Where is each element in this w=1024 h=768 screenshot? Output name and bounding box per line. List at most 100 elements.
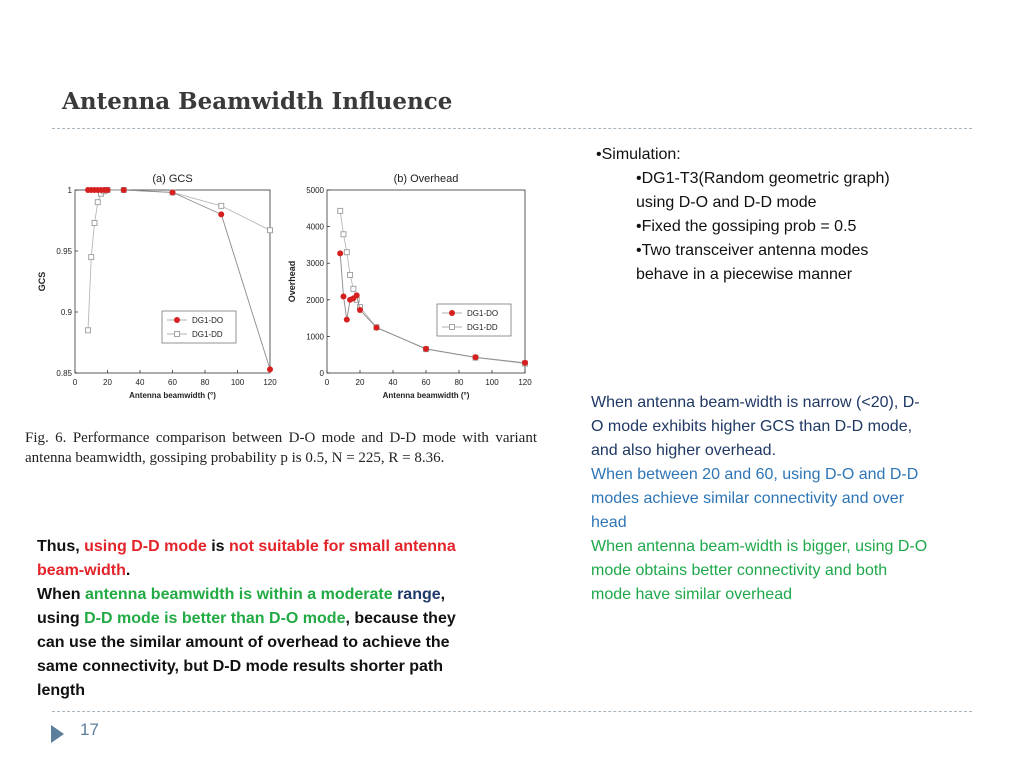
x-tick-label: 80 (455, 378, 464, 387)
data-point-dg1-dd (347, 271, 354, 278)
y-tick-label: 0.95 (56, 247, 72, 256)
data-point-dg1-do (423, 345, 429, 352)
chart-title: (b) Overhead (394, 173, 459, 185)
simulation-sublist: •DG1-T3(Random geometric graph) using D-… (596, 167, 906, 287)
data-point-dg1-dd (343, 249, 350, 256)
data-point-dg1-do (472, 354, 479, 361)
conclusion-part: is (206, 538, 230, 555)
legend-label-dg1-dd: DG1-DD (192, 330, 223, 339)
observation-moderate: When between 20 and 60, using D-O and D-… (591, 466, 919, 531)
x-tick-label: 80 (201, 378, 210, 387)
legend-marker-dg1-dd (174, 331, 180, 337)
conclusion-highlight: using D-D mode (84, 538, 207, 555)
chart-legend: DG1-DO DG1-DD (161, 310, 237, 344)
conclusion-part: , using (37, 586, 446, 627)
observations-text: When antenna beam-width is narrow (<20),… (591, 391, 931, 607)
y-tick-label: 1 (68, 186, 73, 195)
y-tick-label: 0.85 (56, 369, 72, 378)
bullet-item: •Fixed the gossiping prob = 0.5 (636, 218, 857, 235)
data-point-dg1-do (120, 187, 127, 193)
header-divider (52, 128, 972, 129)
legend-marker-dg1-do (174, 317, 180, 323)
footer-divider (52, 711, 972, 712)
conclusion-part: . (125, 562, 131, 579)
simulation-bullets: •Simulation: •DG1-T3(Random geometric gr… (596, 143, 926, 287)
conclusion-text: Thus, using D-D mode is not suitable for… (37, 535, 487, 703)
chart-title: (a) GCS (152, 173, 192, 185)
x-tick-label: 60 (422, 378, 431, 387)
data-point-dg1-dd (88, 254, 95, 261)
data-point-dg1-dd (267, 227, 273, 234)
data-point-dg1-dd (218, 202, 225, 209)
conclusion-highlight: range (397, 586, 441, 603)
observation-wide: When antenna beam-width is bigger, using… (591, 538, 928, 603)
gcs-chart: (a) GCS 0 20 40 60 80 100 120 0.85 0.9 0.95 1 Antenn… (30, 168, 280, 400)
x-tick-label: 0 (325, 378, 330, 387)
data-point-dg1-do (218, 211, 225, 218)
data-point-dg1-do (522, 359, 528, 366)
legend-label-dg1-dd: DG1-DD (467, 323, 498, 332)
x-tick-label: 100 (485, 378, 499, 387)
data-point-dg1-dd (91, 219, 98, 226)
x-tick-label: 60 (168, 378, 177, 387)
data-point-dg1-do (337, 250, 344, 257)
plot-frame (74, 189, 271, 374)
page-number: 17 (80, 720, 99, 739)
legend-label-dg1-do: DG1-DO (467, 309, 498, 318)
data-point-dg1-do (267, 366, 273, 373)
x-tick-label: 40 (389, 378, 398, 387)
bullet-simulation: •Simulation: (596, 146, 681, 163)
conclusion-highlight: antenna beamwidth is within a moderate (85, 586, 398, 603)
series-line-dg1-dd (87, 189, 271, 331)
data-point-dg1-dd (85, 327, 91, 334)
bullet-item: •DG1-T3(Random geometric graph) using D-… (636, 170, 890, 211)
conclusion-part: When (37, 586, 85, 603)
conclusion-part: , because they can use the similar amoun… (37, 610, 456, 699)
y-axis-label: GCS (37, 272, 47, 292)
y-tick-label: 0 (320, 369, 325, 378)
data-point-dg1-do (169, 189, 176, 196)
x-tick-label: 120 (263, 378, 277, 387)
legend-label-dg1-do: DG1-DO (192, 316, 223, 325)
conclusion-highlight: not suitable for small antenna beam-widt… (37, 538, 456, 579)
triangle-bullet-icon (51, 725, 64, 743)
y-tick-label: 2000 (306, 296, 324, 305)
chart-svg: (a) GCS 0 20 40 60 80 100 120 0.85 0.9 0.95 1 Antenn… (37, 173, 277, 400)
y-tick-label: 1000 (306, 332, 324, 341)
x-tick-label: 20 (356, 378, 365, 387)
figure-caption: Fig. 6. Performance comparison between D… (25, 430, 537, 466)
y-tick-label: 5000 (306, 186, 324, 195)
x-tick-label: 100 (231, 378, 245, 387)
data-point-dg1-dd (337, 207, 344, 214)
data-point-dg1-do (343, 316, 350, 323)
x-tick-label: 40 (136, 378, 145, 387)
conclusion-highlight: D-D mode is better than D-O mode (84, 610, 346, 627)
data-point-dg1-do (353, 292, 360, 299)
legend-marker-dg1-do (449, 310, 455, 316)
data-point-dg1-dd (94, 199, 101, 206)
series-line-dg1-dd (339, 210, 526, 364)
overhead-chart: (b) Overhead 0 20 40 60 80 100 120 0 1000 2000 3000… (287, 168, 542, 400)
y-axis-label: Overhead (287, 261, 297, 303)
chart-legend: DG1-DO DG1-DD (436, 303, 512, 337)
data-point-dg1-dd (340, 231, 347, 238)
plot-frame (326, 189, 526, 374)
legend-box (436, 303, 512, 337)
data-point-dg1-do (373, 324, 380, 331)
x-tick-label: 0 (73, 378, 78, 387)
x-axis-label: Antenna beamwidth (°) (383, 391, 470, 400)
x-axis-label: Antenna beamwidth (°) (129, 391, 216, 400)
slide-title: Antenna Beamwidth Influence (62, 88, 453, 115)
x-tick-label: 120 (518, 378, 532, 387)
y-tick-label: 4000 (306, 223, 324, 232)
y-tick-label: 3000 (306, 259, 324, 268)
y-tick-label: 0.9 (61, 308, 73, 317)
chart-svg: (b) Overhead 0 20 40 60 80 100 120 0 1000 2000 3000… (287, 173, 532, 400)
legend-marker-dg1-dd (449, 324, 455, 330)
data-point-dg1-do (357, 307, 363, 314)
observation-narrow: When antenna beam-width is narrow (<20),… (591, 394, 920, 459)
x-tick-label: 20 (103, 378, 112, 387)
data-point-dg1-do (340, 293, 347, 300)
bullet-item: •Two transceiver antenna modes behave in… (636, 242, 869, 283)
data-point-dg1-do (104, 187, 111, 193)
